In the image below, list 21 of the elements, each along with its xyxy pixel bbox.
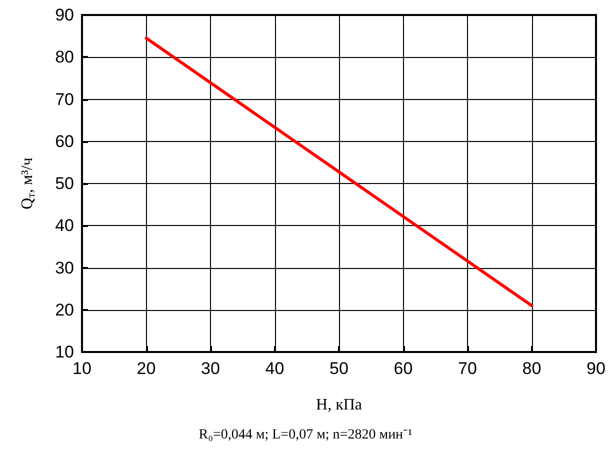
x-tick-label: 60 (394, 359, 413, 378)
x-tick-label: 50 (330, 359, 348, 378)
y-axis-title: Qт, м³/ч (19, 158, 38, 210)
y-tick-label: 40 (55, 216, 74, 236)
x-tick-label: 90 (586, 359, 606, 378)
y-tick-label: 30 (55, 258, 74, 278)
x-tick-label: 40 (265, 359, 284, 378)
text: R₀=0,044 м; L=0,07 м; n=2820 мин⁻¹ (198, 428, 412, 442)
y-tick-label: 50 (55, 174, 74, 193)
x-tick-label: 70 (458, 359, 477, 378)
y-tick-label: 20 (55, 300, 74, 320)
y-tick-label: 10 (55, 342, 74, 362)
x-tick-label: 30 (201, 359, 220, 378)
x-axis-title: H, кПа (316, 396, 362, 414)
x-tick-label: 10 (72, 359, 92, 378)
y-tick-label: 80 (55, 48, 74, 67)
y-tick-label: 90 (55, 6, 74, 24)
x-tick-label: 20 (136, 359, 156, 378)
y-tick-label: 70 (55, 90, 74, 109)
y-tick-label: 60 (55, 132, 74, 151)
x-tick-label: 80 (522, 359, 542, 378)
